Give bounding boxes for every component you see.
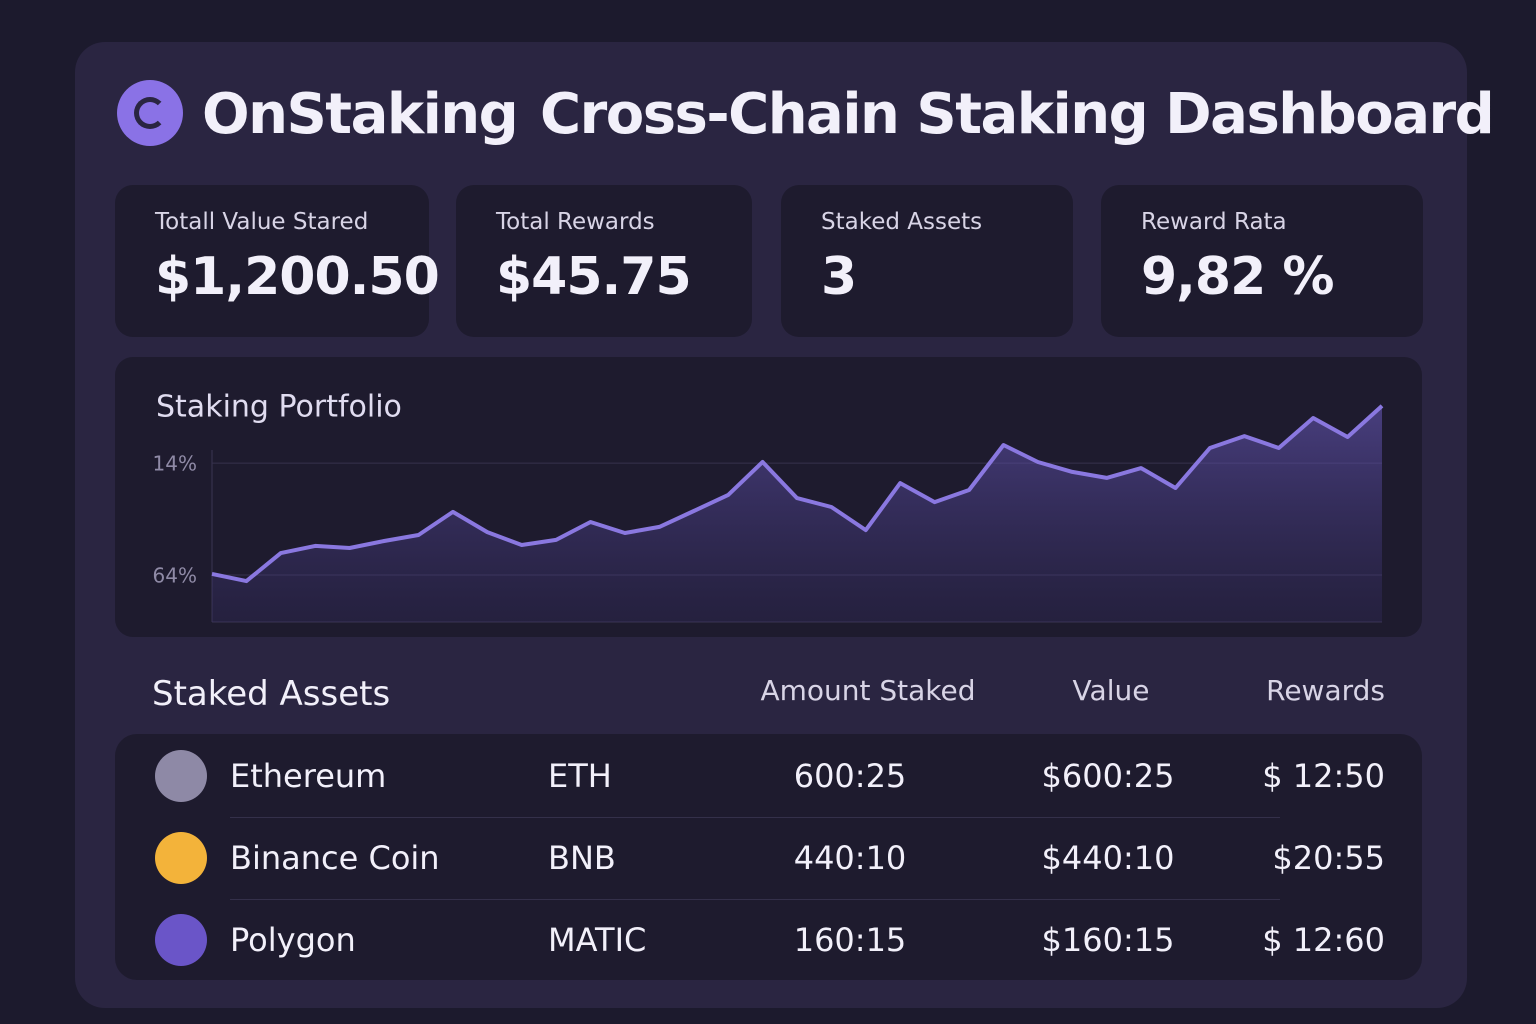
row-divider <box>230 817 1280 818</box>
table-cell: $600:25 <box>1041 757 1175 795</box>
stat-card: Staked Assets 3 <box>781 185 1073 337</box>
table-cell: $ 12:60 <box>1262 921 1385 959</box>
brand-name: OnStaking <box>202 82 519 147</box>
column-header: Value <box>1072 674 1150 707</box>
stat-card: Totall Value Stared $1,200.50 <box>115 185 440 337</box>
asset-name: Polygon <box>230 921 356 959</box>
line <box>211 404 1384 584</box>
stat-label: Reward Rata <box>1141 209 1287 235</box>
table-title: Staked Assets <box>152 674 391 714</box>
stat-value: 3 <box>821 247 857 307</box>
asset-name: Ethereum <box>230 757 387 795</box>
stat-value: $45.75 <box>496 247 692 307</box>
stat-label: Total Rewards <box>496 209 655 235</box>
stat-value: 9,82 % <box>1141 247 1335 307</box>
table-cell: 600:25 <box>793 757 907 795</box>
stat-label: Staked Assets <box>821 209 983 235</box>
stat-card: Total Rewards $45.75 <box>456 185 752 337</box>
column-header: Amount Staked <box>760 674 976 707</box>
column-header: Rewards <box>1266 674 1385 707</box>
asset-symbol: MATIC <box>548 921 647 959</box>
assets-table: Ethereum ETH 600:25 $600:25 $ 12:50 Binance C… <box>115 734 1422 980</box>
table-cell: $ 12:50 <box>1262 757 1385 795</box>
table-cell: $160:15 <box>1041 921 1175 959</box>
stat-label: Totall Value Stared <box>155 209 369 235</box>
chart: Staking Portfolio 14% 64% <box>115 357 1422 637</box>
chart-title: Staking Portfolio <box>156 390 402 425</box>
y-tick-label: 64% <box>153 564 197 588</box>
coin-icon <box>155 914 207 966</box>
asset-name: Binance Coin <box>230 839 440 877</box>
coin-icon <box>155 750 207 802</box>
table-cell: 440:10 <box>793 839 907 877</box>
stat-value: $1,200.50 <box>155 247 440 307</box>
asset-symbol: ETH <box>548 757 612 795</box>
brand-logo <box>117 80 183 146</box>
stat-card: Reward Rata 9,82 % <box>1101 185 1423 337</box>
page-title: Cross-Chain Staking Dashboard <box>540 82 1495 147</box>
table-cell: 160:15 <box>793 921 907 959</box>
coin-icon <box>155 832 207 884</box>
table-cell: $20:55 <box>1272 839 1385 877</box>
asset-symbol: BNB <box>548 839 616 877</box>
row-divider <box>230 899 1280 900</box>
area <box>212 405 1382 622</box>
table-cell: $440:10 <box>1041 839 1175 877</box>
y-tick-label: 14% <box>153 452 197 476</box>
